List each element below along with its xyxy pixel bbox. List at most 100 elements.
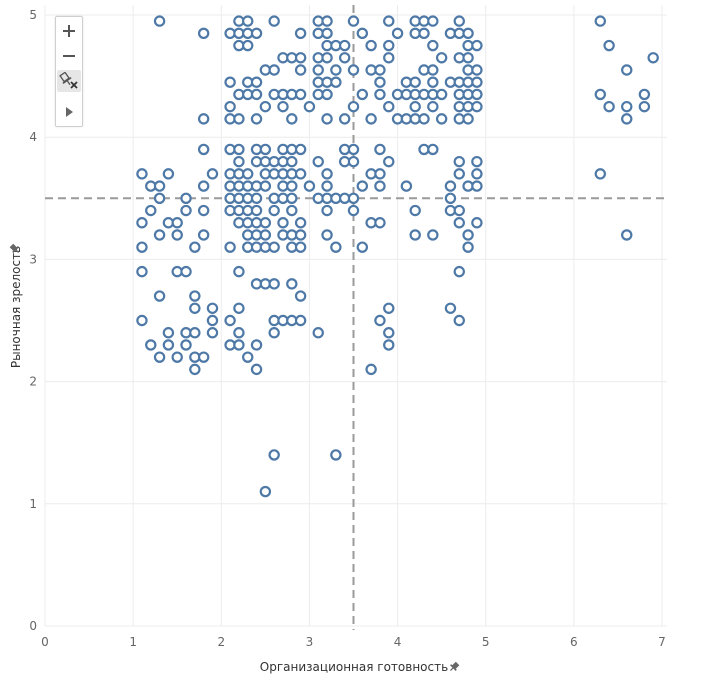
data-point[interactable]	[383, 155, 395, 168]
data-point[interactable]	[400, 180, 413, 192]
data-point[interactable]	[621, 113, 633, 125]
data-point[interactable]	[453, 15, 465, 27]
zoom-in-button[interactable]	[57, 20, 81, 42]
data-point[interactable]	[462, 27, 474, 40]
data-point[interactable]	[338, 113, 351, 125]
data-point[interactable]	[162, 339, 175, 351]
data-point[interactable]	[347, 143, 360, 156]
data-point[interactable]	[294, 88, 307, 101]
data-point[interactable]	[145, 204, 157, 217]
data-point[interactable]	[374, 168, 386, 180]
data-point[interactable]	[471, 100, 483, 113]
data-point[interactable]	[603, 100, 615, 113]
data-point[interactable]	[268, 278, 280, 290]
data-point[interactable]	[259, 229, 272, 241]
data-point[interactable]	[259, 485, 272, 498]
data-point[interactable]	[277, 100, 289, 113]
data-point[interactable]	[303, 180, 316, 192]
data-point[interactable]	[391, 27, 404, 40]
data-point[interactable]	[277, 217, 289, 229]
data-point[interactable]	[471, 168, 483, 180]
data-point[interactable]	[638, 88, 651, 101]
data-point[interactable]	[427, 76, 439, 88]
data-point[interactable]	[347, 15, 360, 27]
data-point[interactable]	[383, 52, 395, 64]
data-point[interactable]	[162, 168, 175, 180]
data-point[interactable]	[409, 100, 421, 113]
data-point[interactable]	[197, 143, 210, 156]
data-point[interactable]	[250, 27, 263, 40]
data-point[interactable]	[383, 327, 395, 339]
data-point[interactable]	[242, 351, 254, 363]
data-point[interactable]	[189, 327, 201, 339]
data-point[interactable]	[233, 143, 245, 156]
data-point[interactable]	[189, 290, 201, 302]
data-point[interactable]	[435, 113, 448, 125]
data-point[interactable]	[286, 192, 298, 204]
data-point[interactable]	[153, 15, 166, 27]
data-point[interactable]	[312, 64, 324, 76]
data-point[interactable]	[383, 302, 395, 314]
data-point[interactable]	[321, 168, 333, 180]
data-point[interactable]	[330, 449, 342, 461]
data-point[interactable]	[242, 168, 254, 180]
data-point[interactable]	[453, 314, 465, 327]
data-point[interactable]	[294, 168, 307, 180]
data-point[interactable]	[471, 88, 483, 101]
data-point[interactable]	[471, 217, 483, 229]
data-point[interactable]	[197, 113, 210, 125]
data-point[interactable]	[621, 100, 633, 113]
data-point[interactable]	[286, 155, 298, 168]
data-point[interactable]	[268, 204, 280, 217]
data-point[interactable]	[374, 217, 386, 229]
data-point[interactable]	[250, 88, 263, 101]
data-point[interactable]	[453, 168, 465, 180]
data-point[interactable]	[453, 204, 465, 217]
data-point[interactable]	[294, 290, 307, 302]
data-point[interactable]	[338, 52, 351, 64]
data-point[interactable]	[365, 113, 377, 125]
data-point[interactable]	[594, 88, 607, 101]
zoom-out-button[interactable]	[57, 45, 81, 67]
data-point[interactable]	[427, 64, 439, 76]
data-point[interactable]	[294, 217, 307, 229]
data-point[interactable]	[136, 241, 148, 253]
data-point[interactable]	[136, 314, 148, 327]
data-point[interactable]	[233, 302, 245, 314]
data-point[interactable]	[471, 180, 483, 192]
data-point[interactable]	[621, 229, 633, 241]
data-point[interactable]	[330, 241, 342, 253]
data-point[interactable]	[180, 339, 192, 351]
data-point[interactable]	[197, 229, 210, 241]
data-point[interactable]	[330, 64, 342, 76]
data-point[interactable]	[462, 113, 474, 125]
data-point[interactable]	[374, 88, 386, 101]
data-point[interactable]	[321, 27, 333, 40]
data-point[interactable]	[286, 180, 298, 192]
data-point[interactable]	[638, 100, 651, 113]
data-point[interactable]	[206, 302, 219, 314]
data-point[interactable]	[224, 76, 236, 88]
data-point[interactable]	[153, 192, 166, 204]
data-point[interactable]	[435, 52, 448, 64]
data-point[interactable]	[374, 76, 386, 88]
data-point[interactable]	[321, 113, 333, 125]
data-point[interactable]	[268, 241, 280, 253]
data-point[interactable]	[268, 449, 280, 461]
data-point[interactable]	[471, 155, 483, 168]
data-point[interactable]	[427, 39, 439, 52]
data-point[interactable]	[180, 192, 192, 204]
data-point[interactable]	[197, 27, 210, 40]
data-point[interactable]	[462, 241, 474, 253]
data-point[interactable]	[136, 265, 148, 278]
data-point[interactable]	[453, 217, 465, 229]
data-point[interactable]	[233, 113, 245, 125]
data-point[interactable]	[594, 168, 607, 180]
data-point[interactable]	[471, 76, 483, 88]
data-point[interactable]	[647, 52, 659, 64]
data-point[interactable]	[294, 314, 307, 327]
data-point[interactable]	[286, 204, 298, 217]
data-point[interactable]	[427, 229, 439, 241]
data-point[interactable]	[321, 52, 333, 64]
data-point[interactable]	[330, 76, 342, 88]
